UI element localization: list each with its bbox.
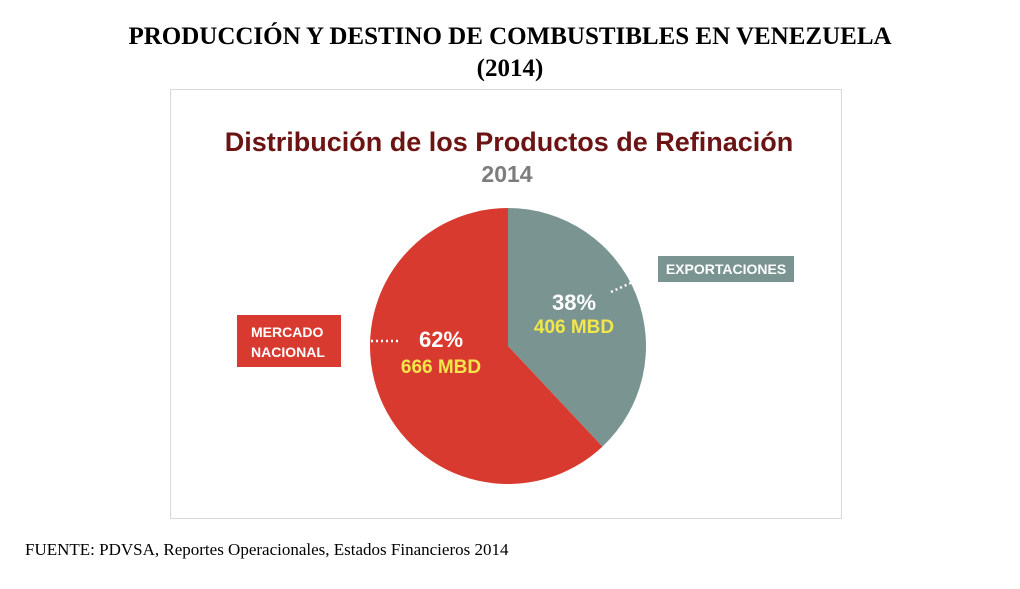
- pie-slices: [370, 208, 646, 484]
- label-mercado-nacional-line1: MERCADO: [251, 324, 323, 340]
- callout-line-exportaciones: [610, 268, 660, 294]
- chart-subtitle: 2014: [481, 161, 532, 187]
- source-note: FUENTE: PDVSA, Reportes Operacionales, E…: [25, 540, 509, 559]
- chart-frame: Distribución de los Productos de Refinac…: [170, 89, 842, 519]
- chart-title: Distribución de los Productos de Refinac…: [225, 127, 794, 157]
- label-mercado-nacional: MERCADO NACIONAL: [251, 324, 327, 360]
- label-exportaciones: EXPORTACIONES: [666, 261, 786, 277]
- label-box-mercado-nacional: [237, 315, 341, 367]
- pie-slice-mercado-nacional: [370, 208, 603, 484]
- pie-chart: Distribución de los Productos de Refinac…: [225, 127, 794, 484]
- page-title: PRODUCCIÓN Y DESTINO DE COMBUSTIBLES EN …: [128, 23, 892, 50]
- label-box-exportaciones: [658, 256, 794, 282]
- pie-slice-exportaciones: [508, 208, 646, 447]
- label-mercado-nacional-line2: NACIONAL: [251, 344, 325, 360]
- value-label-exportaciones: 406 MBD: [534, 317, 614, 338]
- percent-label-exportaciones: 38%: [552, 290, 596, 315]
- percent-label-mercado-nacional: 62%: [419, 327, 463, 352]
- value-label-mercado-nacional: 666 MBD: [401, 357, 481, 378]
- page-title-year: (2014): [476, 55, 544, 82]
